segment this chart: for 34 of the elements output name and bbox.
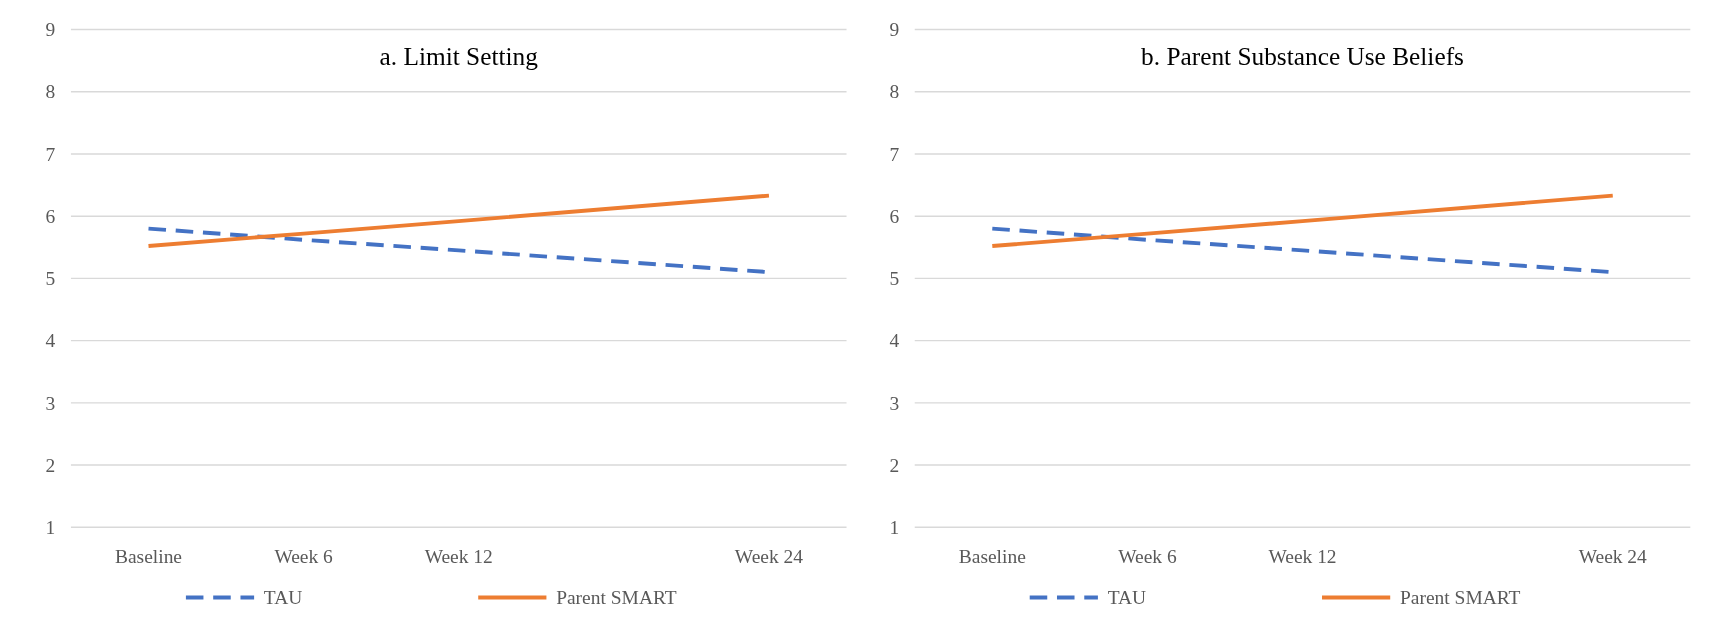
y-tick-label: 1 <box>889 517 900 539</box>
line-series <box>146 193 771 248</box>
y-tick-label: 7 <box>889 143 900 165</box>
y-tick-label: 2 <box>45 454 56 476</box>
y-tick-label: 6 <box>45 205 56 227</box>
x-tick-label: Week 24 <box>734 546 804 568</box>
x-tick-label: Week 12 <box>424 546 493 568</box>
y-tick-label: 5 <box>889 268 900 290</box>
x-tick-label: Baseline <box>114 546 183 568</box>
x-tick-label: Week 6 <box>274 546 334 568</box>
legend-label: Parent SMART <box>1399 587 1521 609</box>
y-tick-label: 8 <box>45 81 56 103</box>
y-tick-label: 4 <box>45 330 56 352</box>
text: b. Parent Substance Use Beliefs <box>1141 41 1464 70</box>
x-tick-label: Week 24 <box>1578 546 1648 568</box>
x-tick-label: Week 6 <box>1118 546 1177 568</box>
y-tick-label: 4 <box>889 330 900 352</box>
legend-label: TAU <box>1107 587 1147 609</box>
legend-label: TAU <box>263 587 303 609</box>
y-tick-label: 9 <box>889 19 900 41</box>
text: a. Limit Setting <box>379 41 539 70</box>
line-series <box>990 193 1615 248</box>
y-tick-label: 7 <box>45 143 56 165</box>
y-tick-label: 6 <box>889 205 900 227</box>
legend-label: Parent SMART <box>556 587 677 609</box>
y-tick-label: 8 <box>889 81 900 103</box>
y-tick-label: 3 <box>45 392 56 414</box>
y-tick-label: 9 <box>45 19 56 41</box>
y-tick-label: 3 <box>889 392 900 414</box>
y-tick-label: 5 <box>45 268 56 290</box>
y-tick-label: 2 <box>889 454 900 476</box>
x-tick-label: Baseline <box>958 546 1026 568</box>
y-tick-label: 1 <box>45 517 56 539</box>
x-tick-label: Week 12 <box>1268 546 1337 568</box>
